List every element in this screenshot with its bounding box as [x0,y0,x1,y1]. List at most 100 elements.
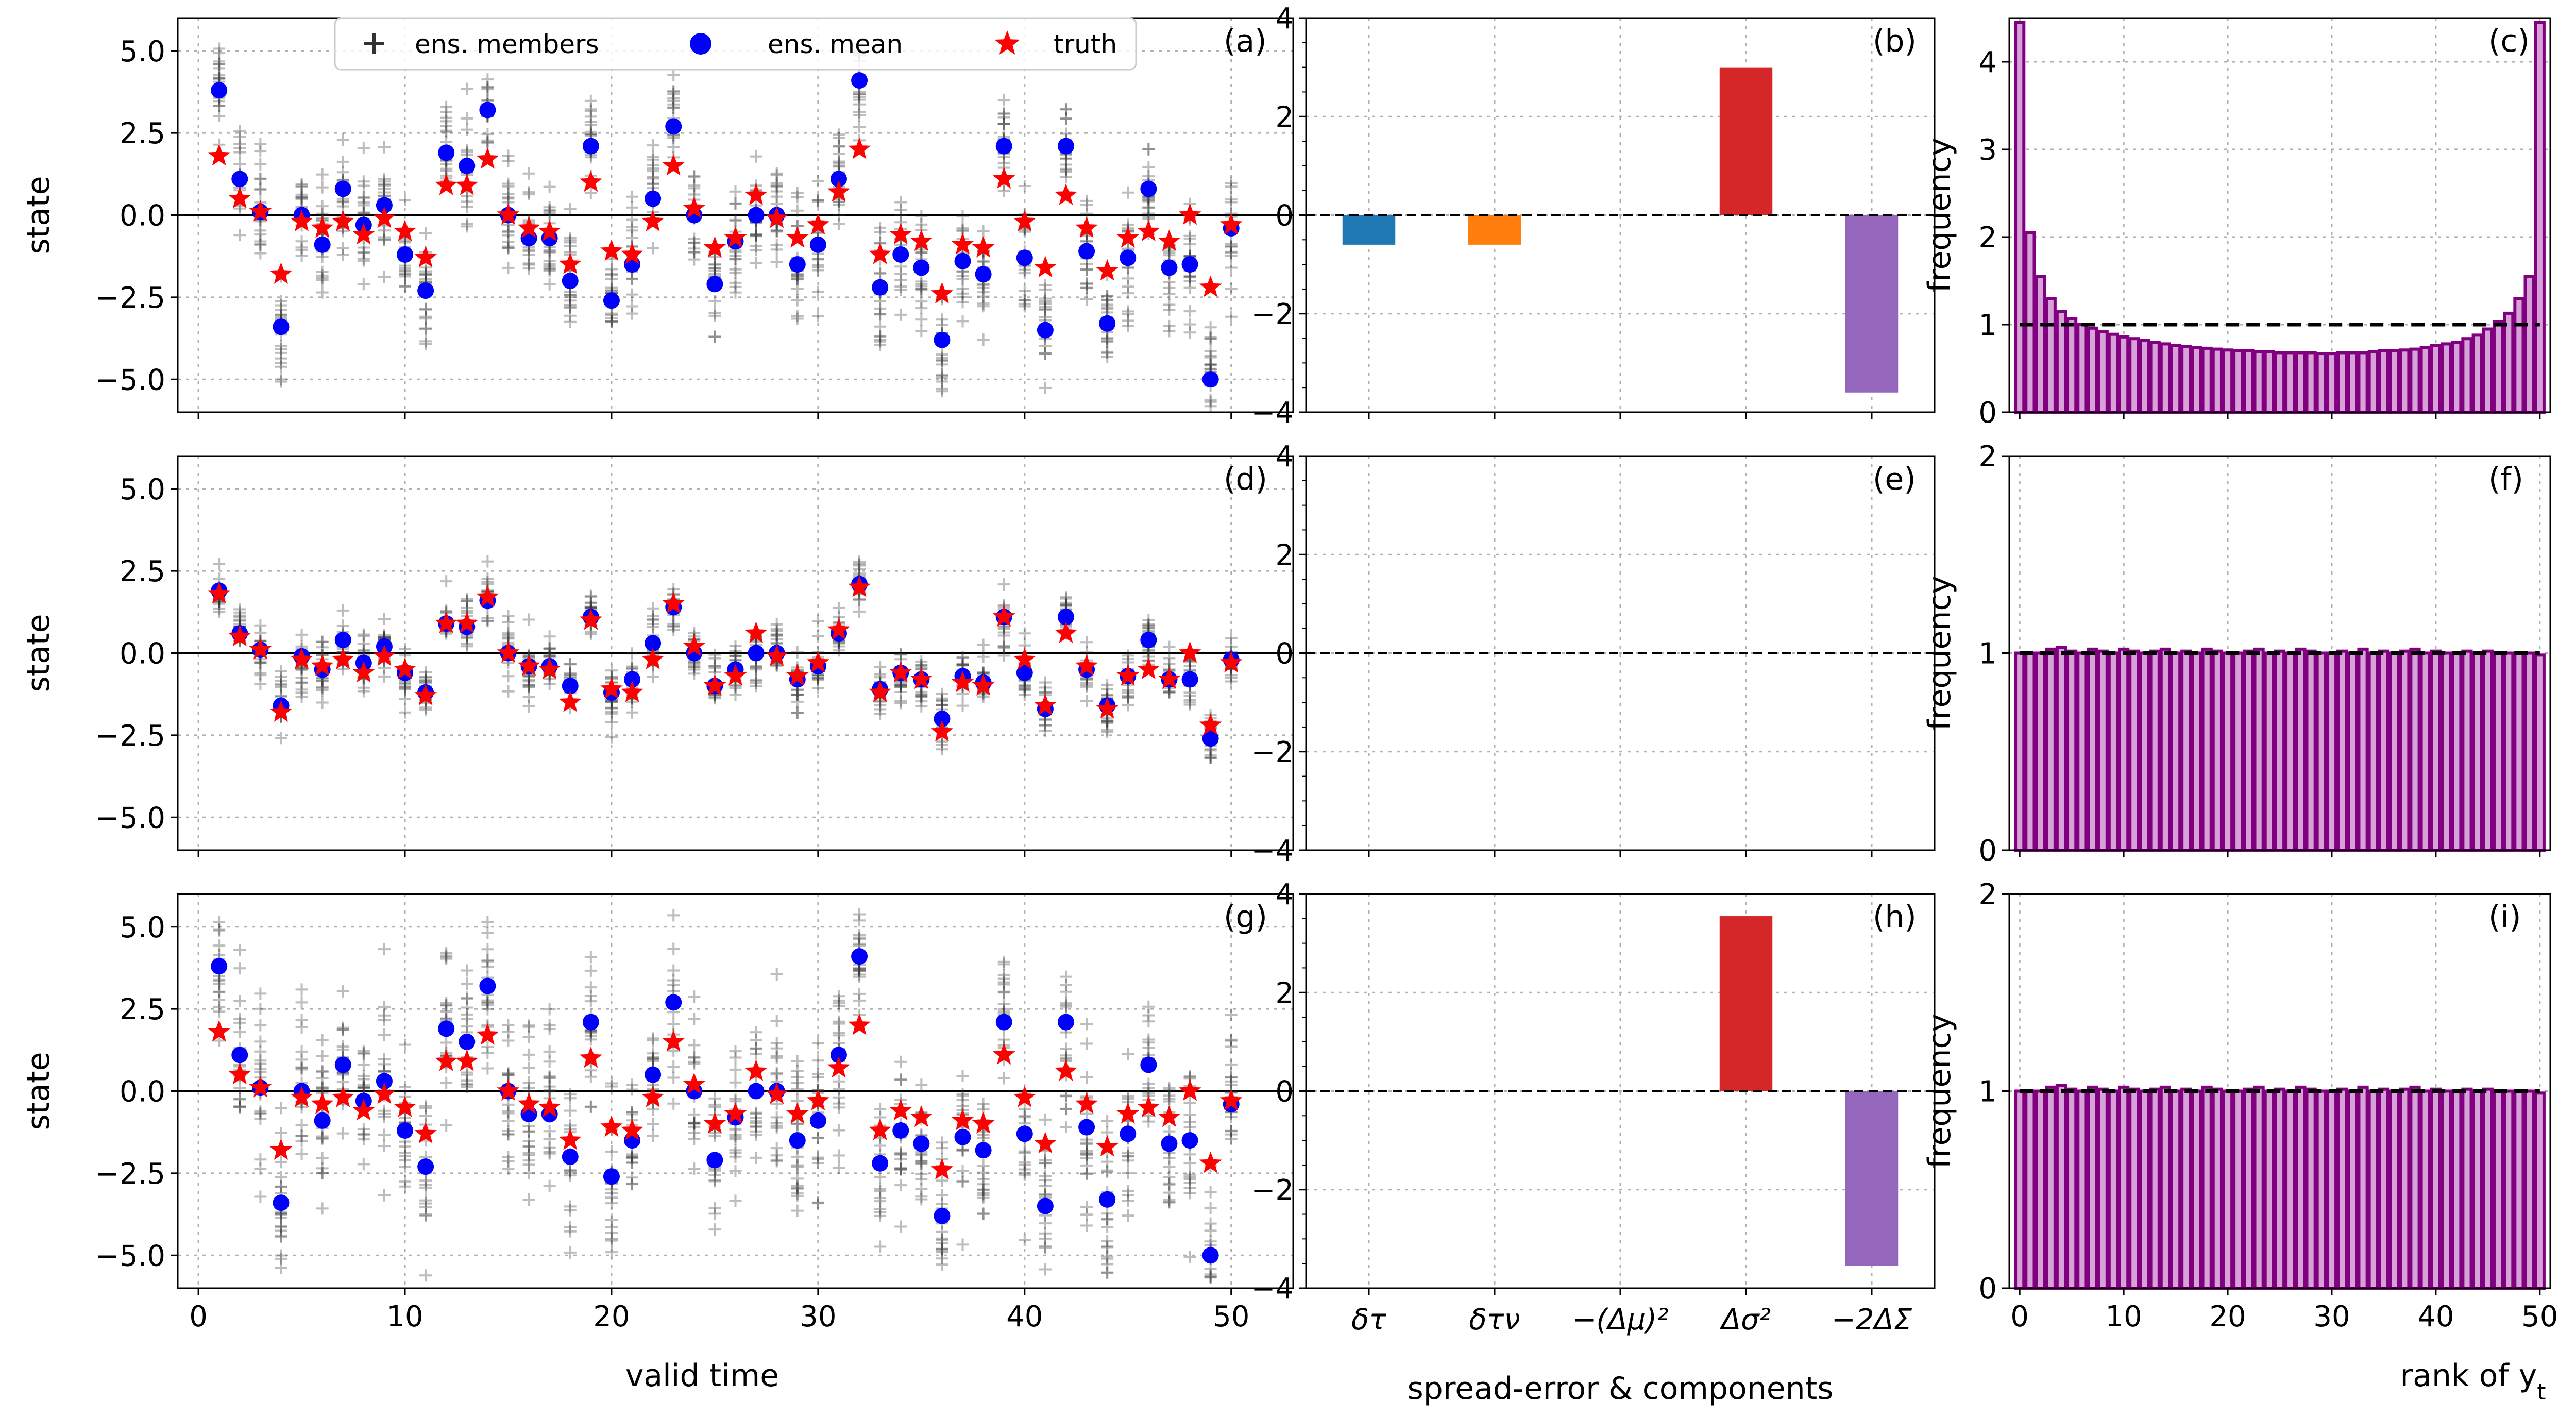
ensemble-member [357,206,370,219]
panel-label: (a) [1224,23,1267,59]
ensemble-member [874,1183,887,1195]
ensemble-member [254,1106,267,1119]
state-ytick-label: 5.0 [120,473,165,507]
ensemble-member [584,964,597,977]
truth-point [724,226,747,248]
ensemble-member [316,286,329,299]
ensemble-member [254,1035,267,1048]
ensemble-member [977,255,990,268]
ensemble-member [584,110,597,123]
ensemble-member [1225,1008,1238,1021]
ensemble-member [977,333,990,346]
ensemble-member [357,685,370,698]
ensemble-member [647,159,659,172]
ensemble-member [1142,614,1155,627]
rank-histogram-bar [2305,649,2317,852]
ensemble-member [811,310,824,323]
ensemble-member [440,124,453,137]
ensemble-member [1101,717,1114,730]
ensemble-member [936,692,948,705]
ensemble-member [936,318,948,331]
ensemble-member [688,661,701,673]
ensemble-member [936,351,948,364]
truth-point [208,582,231,604]
ensemble-member [275,375,287,388]
ensemble-member [1183,689,1196,702]
ensemble-member [915,210,928,223]
ensemble-member [316,168,329,181]
ensemble-member [853,558,866,570]
ensemble-member [1018,684,1031,697]
ensemble-member [915,690,928,703]
rank-histogram-bar [2534,21,2546,414]
ensemble-member [708,652,721,665]
truth-point [331,210,354,231]
truth-point [249,200,272,222]
rank-histogram-bar [2045,1085,2057,1290]
bar-ytick-label: −4 [1251,834,1294,868]
ensemble-member [956,222,969,235]
ensemble-member [647,242,659,255]
rank-histogram-bar [2503,311,2515,414]
ensemble-member [254,987,267,1000]
ensemble-member [254,1107,267,1120]
ensemble-member [1204,351,1217,364]
ensemble-member [275,373,287,386]
ensemble-member [688,1133,701,1145]
ensemble-member [729,1165,742,1177]
ensemble-member [254,656,267,669]
rank-histogram-bar [2107,332,2120,414]
ensemble-member [770,167,783,180]
truth-point [538,220,561,241]
ensemble-member [688,661,701,674]
ensemble-member [977,638,990,651]
ensemble-member [1122,305,1134,318]
ensemble-member [811,615,824,628]
ensemble-member [626,300,639,313]
ensemble-member [729,1144,742,1157]
ensemble-member [894,648,907,661]
ensemble-mean-point [624,671,641,688]
ensemble-member [1080,680,1093,693]
ensemble-member [213,916,226,929]
ensemble-member [605,273,618,285]
ensemble-member [750,240,762,252]
ensemble-member [874,1195,887,1208]
ensemble-member [688,237,701,249]
ensemble-member [1018,1146,1031,1159]
ensemble-member [874,330,887,343]
ensemble-member [419,268,432,281]
ensemble-member [316,181,329,194]
truth-point [951,232,974,255]
rank-histogram-bar [2274,351,2286,414]
rank-ytick-label: 2 [1978,221,1997,255]
ensemble-member [1122,314,1134,327]
ensemble-member [419,335,432,348]
ensemble-mean-point [459,157,476,174]
ensemble-member [1204,1271,1217,1284]
ensemble-mean-point [438,144,455,161]
ensemble-member [295,249,308,262]
ensemble-member [584,591,597,603]
ensemble-member [461,195,473,208]
ensemble-member [1059,1103,1072,1116]
ensemble-member [791,310,804,323]
ensemble-member [1018,680,1031,693]
rank-histogram-bar [2409,1085,2421,1290]
ensemble-member [997,958,1010,971]
truth-point [476,147,499,169]
ensemble-member [357,196,370,209]
ensemble-member [688,1013,701,1025]
ensemble-member [543,278,556,291]
ensemble-member [316,684,329,697]
rank-histogram-bar [2222,1089,2234,1290]
rank-histogram-bar [2045,297,2057,414]
ensemble-member [419,227,432,240]
truth-point [972,236,995,258]
ensemble-member [915,695,928,708]
ensemble-member [522,700,535,713]
bar [1719,916,1773,1091]
truth-point [580,608,602,630]
truth-point [331,648,354,669]
ensemble-member [647,165,659,178]
